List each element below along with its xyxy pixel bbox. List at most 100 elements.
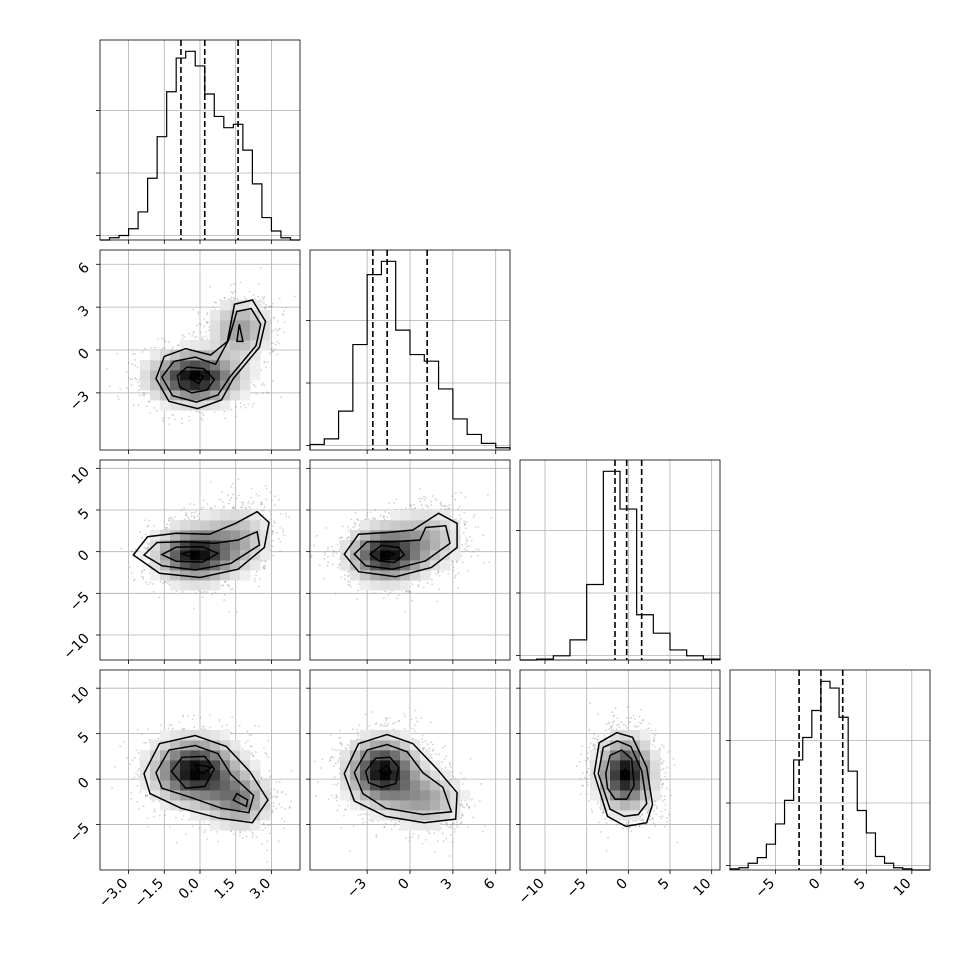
sample-point xyxy=(269,510,272,513)
sample-point xyxy=(260,501,262,504)
sample-point xyxy=(199,323,202,326)
sample-point xyxy=(147,543,150,545)
sample-point xyxy=(181,338,184,340)
sample-point xyxy=(141,350,144,353)
density-cell xyxy=(210,320,221,331)
sample-point xyxy=(255,493,258,496)
sample-point xyxy=(285,512,287,515)
sample-point xyxy=(193,503,196,506)
sample-point xyxy=(192,511,195,514)
sample-point xyxy=(266,391,269,394)
sample-point xyxy=(282,530,284,533)
sample-point xyxy=(145,405,148,408)
sample-point xyxy=(200,417,203,420)
sample-point xyxy=(271,351,274,353)
sample-point xyxy=(166,582,169,584)
sample-point xyxy=(161,348,164,350)
sample-point xyxy=(283,310,285,312)
sample-point xyxy=(190,512,193,515)
sample-point xyxy=(165,528,168,531)
sample-point xyxy=(187,516,189,518)
density-cell xyxy=(210,350,221,361)
density-cell xyxy=(160,370,171,381)
sample-point xyxy=(264,307,267,310)
contour-level-5 xyxy=(188,372,205,385)
sample-point xyxy=(166,526,168,529)
sample-point xyxy=(203,325,206,328)
sample-point xyxy=(247,403,250,406)
sample-point xyxy=(232,296,235,299)
sample-point xyxy=(150,346,153,349)
density-cell xyxy=(210,330,221,341)
density-cell xyxy=(170,360,181,371)
sample-point xyxy=(230,408,233,411)
sample-point xyxy=(157,337,160,340)
histogram-panel-1 xyxy=(306,249,511,454)
sample-point xyxy=(205,313,208,316)
sample-point xyxy=(232,507,235,510)
density-cell xyxy=(150,380,161,391)
sample-point xyxy=(195,324,198,327)
sample-point xyxy=(276,341,279,343)
density-cell xyxy=(230,380,241,391)
sample-point xyxy=(176,344,179,347)
density-cell xyxy=(190,340,201,351)
density-cell xyxy=(150,370,161,381)
sample-point xyxy=(285,306,288,309)
sample-point xyxy=(143,347,146,350)
histogram-step-line xyxy=(309,260,511,450)
sample-point xyxy=(158,596,161,599)
sample-point xyxy=(129,378,132,381)
sample-point xyxy=(274,343,277,346)
sample-point xyxy=(268,306,271,309)
sample-point xyxy=(162,420,164,423)
sample-point xyxy=(183,507,186,509)
sample-point xyxy=(199,591,202,594)
density-cell xyxy=(220,320,231,331)
density-cell xyxy=(170,370,181,381)
sample-point xyxy=(248,506,250,508)
density-cell xyxy=(240,330,251,341)
sample-point xyxy=(135,378,138,381)
sample-point xyxy=(240,506,243,509)
sample-point xyxy=(197,311,200,313)
y-tick-label: 0 xyxy=(75,346,93,364)
sample-point xyxy=(263,564,265,567)
sample-point xyxy=(133,353,136,355)
sample-point xyxy=(223,296,226,299)
sample-point xyxy=(106,367,108,370)
sample-point xyxy=(148,401,151,403)
sample-point xyxy=(195,410,198,413)
sample-point xyxy=(181,334,184,337)
density-cell xyxy=(220,390,231,401)
sample-point xyxy=(239,281,242,284)
sample-point xyxy=(198,411,201,413)
sample-point xyxy=(181,591,184,593)
density-cell xyxy=(180,340,191,351)
sample-point xyxy=(174,418,176,421)
sample-point xyxy=(262,392,264,394)
sample-point xyxy=(163,338,166,341)
sample-point xyxy=(233,298,236,300)
density-cell xyxy=(200,370,211,381)
sample-point xyxy=(212,306,214,309)
sample-point xyxy=(207,321,209,324)
sample-point xyxy=(192,331,195,334)
sample-point xyxy=(229,588,232,591)
sample-point xyxy=(230,296,233,299)
sample-point xyxy=(263,307,266,309)
sample-point xyxy=(168,528,170,530)
sample-point xyxy=(281,313,284,315)
sample-point xyxy=(139,531,141,533)
sample-point xyxy=(250,381,253,384)
sample-point xyxy=(279,540,282,543)
sample-point xyxy=(141,394,144,396)
sample-point xyxy=(168,583,171,586)
sample-point xyxy=(270,305,273,308)
density-cell xyxy=(240,310,251,321)
sample-point xyxy=(271,545,274,548)
sample-point xyxy=(162,417,165,420)
sample-point xyxy=(153,407,156,409)
